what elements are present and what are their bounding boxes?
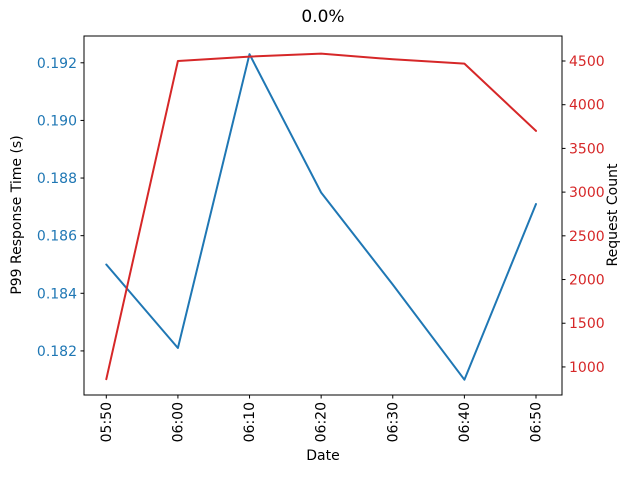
right-y-tick-label: 1500	[569, 316, 605, 332]
left-y-tick-label: 0.190	[37, 113, 77, 129]
chart-title: 0.0%	[301, 7, 345, 27]
x-tick-label: 06:50	[529, 402, 545, 442]
right-y-tick-label: 1000	[569, 360, 605, 376]
right-y-tick-label: 3500	[569, 141, 605, 157]
x-tick-label: 06:00	[170, 402, 186, 442]
right-y-tick-label: 2000	[569, 273, 605, 289]
x-tick-label: 06:10	[242, 402, 258, 442]
x-tick-label: 06:30	[385, 402, 401, 442]
left-y-tick-label: 0.192	[37, 56, 77, 72]
x-axis-label: Date	[306, 448, 340, 464]
right-y-tick-label: 4000	[569, 98, 605, 114]
left-y-axis-label: P99 Response Time (s)	[9, 135, 25, 295]
right-y-tick-label: 4500	[569, 54, 605, 70]
left-y-tick-label: 0.186	[37, 229, 77, 245]
right-y-axis-label: Request Count	[605, 163, 621, 267]
right-y-tick-label: 3000	[569, 185, 605, 201]
series-line-right	[105, 52, 537, 381]
left-y-tick-label: 0.184	[37, 286, 77, 302]
right-y-tick-label: 2500	[569, 229, 605, 245]
x-tick-label: 06:40	[457, 402, 473, 442]
left-y-tick-label: 0.188	[37, 171, 77, 187]
series-line-left	[105, 53, 537, 381]
x-tick-label: 05:50	[99, 402, 115, 442]
left-y-tick-label: 0.182	[37, 344, 77, 360]
plot-border	[83, 35, 563, 396]
x-tick-label: 06:20	[314, 402, 330, 442]
